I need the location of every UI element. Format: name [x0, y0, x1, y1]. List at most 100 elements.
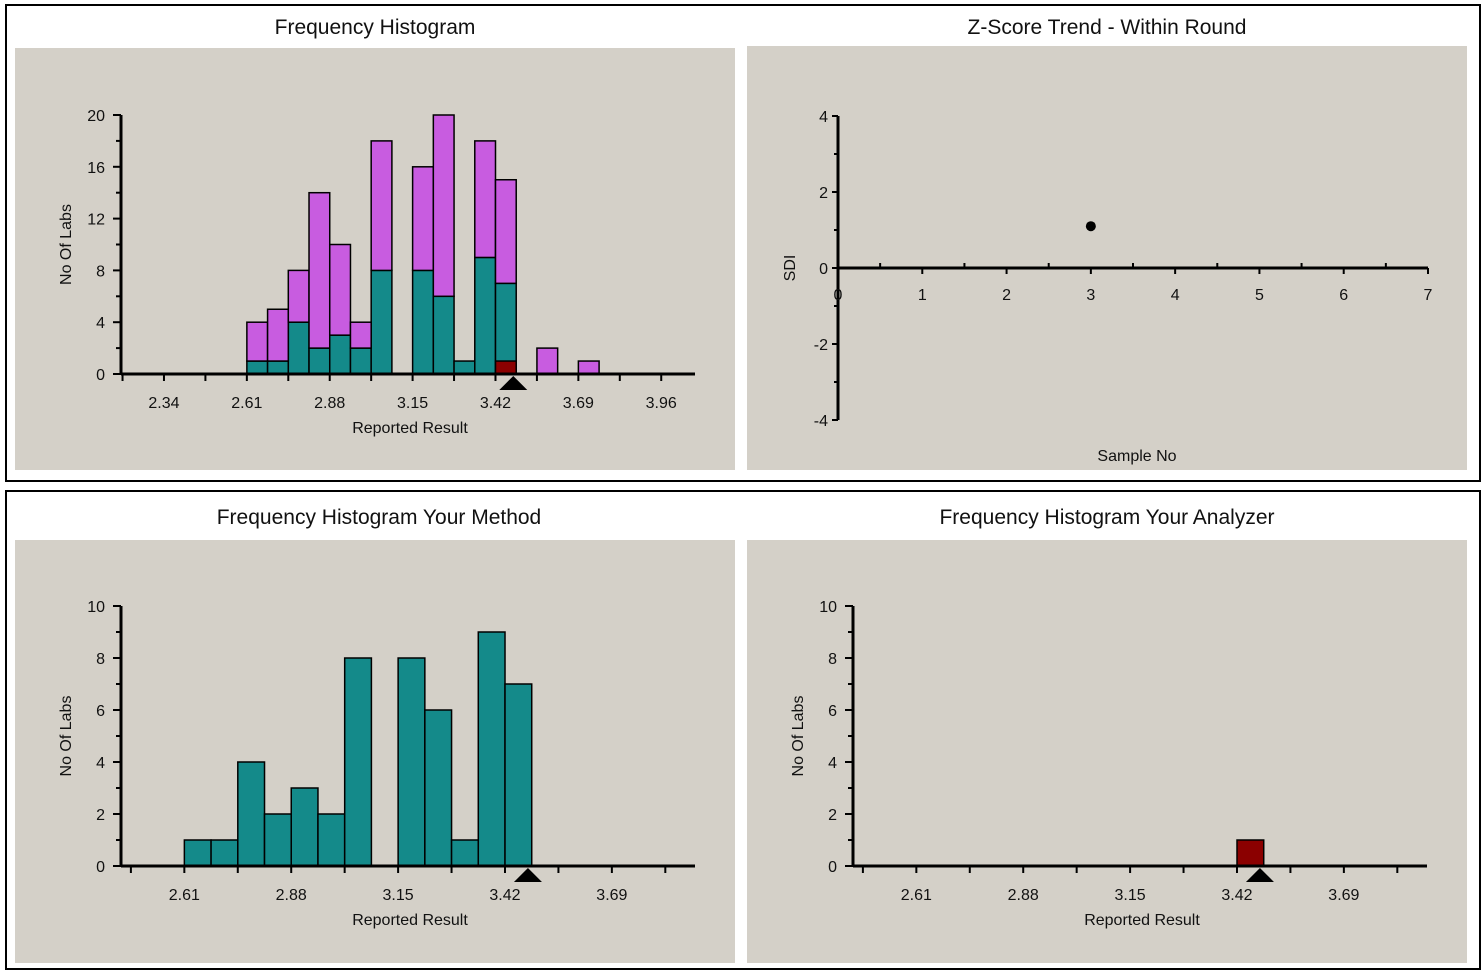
histogram-bar-other — [536, 347, 559, 375]
histogram-bar — [287, 321, 310, 375]
histogram-bar-other — [474, 140, 497, 259]
y-tick-label: 6 — [828, 703, 837, 720]
y-tick-label: 12 — [87, 212, 105, 229]
freq-hist-chart: 0 4 8 12 16 20 2.34 2.61 2.88 3.15 3.42 3.69 3.96 Rep… — [58, 108, 695, 437]
y-tick-label: 2 — [96, 807, 105, 824]
method-hist-title: Frequency Histogram Your Method — [216, 506, 542, 529]
method-hist-plot: 0 2 4 6 8 10 2.61 2.88 3.15 3.42 3.69 Reported Resu… — [15, 540, 735, 963]
histogram-bar — [477, 631, 506, 867]
x-tick-label: 7 — [1424, 287, 1433, 304]
histogram-bar-other — [577, 360, 600, 375]
x-tick-label: 2.88 — [276, 887, 307, 904]
x-tick-label: 2.34 — [148, 395, 179, 412]
x-tick-label: 6 — [1339, 287, 1348, 304]
histogram-bar — [450, 839, 480, 867]
x-tick-label: 1 — [918, 287, 927, 304]
y-tick-label: 8 — [828, 651, 837, 668]
x-tick-label: 5 — [1255, 287, 1264, 304]
x-tick-label: 2.88 — [314, 395, 345, 412]
histogram-bar-other — [349, 321, 372, 349]
x-tick-label: 3.69 — [563, 395, 594, 412]
histogram-bar — [237, 761, 266, 867]
x-axis-title: Reported Result — [352, 420, 468, 437]
y-tick-label: -2 — [814, 337, 828, 354]
x-tick-label: 3.69 — [596, 887, 627, 904]
x-tick-label: 3.15 — [397, 395, 428, 412]
x-tick-label: 2.88 — [1008, 887, 1039, 904]
y-tick-label: 0 — [828, 859, 837, 876]
histogram-bar — [370, 269, 393, 375]
histogram-bar-other — [370, 140, 393, 272]
y-axis-title: No Of Labs — [58, 204, 75, 285]
y-tick-label: 0 — [96, 859, 105, 876]
zscore-chart: -4 -2 0 2 4 0 1 2 3 4 5 6 7 Sample No SDI — [782, 109, 1433, 465]
histogram-bar — [424, 709, 453, 867]
analyzer-hist-title: Frequency Histogram Your Analyzer — [939, 506, 1275, 529]
histogram-bar — [453, 360, 476, 375]
histogram-bar — [183, 839, 212, 867]
histogram-bar — [343, 657, 373, 867]
histogram-bar — [397, 657, 426, 867]
y-axis-title: SDI — [782, 255, 799, 282]
y-tick-label: 16 — [87, 160, 105, 177]
y-axis-title: No Of Labs — [58, 696, 75, 777]
y-tick-label: 8 — [96, 263, 105, 280]
y-tick-label: 8 — [96, 651, 105, 668]
zscore-plot: -4 -2 0 2 4 0 1 2 3 4 5 6 7 Sample No SDI — [747, 46, 1467, 470]
freq-hist-title: Frequency Histogram — [274, 16, 476, 39]
x-tick-label: 2 — [1002, 287, 1011, 304]
analyzer-hist-plot: 0 2 4 6 8 10 2.61 2.88 3.15 3.42 3.69 Reported Resu… — [747, 540, 1467, 963]
top-panel-frame — [5, 4, 1481, 482]
y-tick-label: 2 — [819, 185, 828, 202]
y-tick-label: 4 — [828, 755, 837, 772]
x-axis-title: Reported Result — [1084, 912, 1200, 929]
histogram-bar — [1236, 839, 1265, 867]
y-tick-label: 10 — [87, 599, 105, 616]
y-tick-label: 4 — [96, 755, 105, 772]
histogram-bar — [246, 360, 269, 375]
analyzer-hist-chart: 0 2 4 6 8 10 2.61 2.88 3.15 3.42 3.69 Reported Resu… — [790, 599, 1427, 929]
your-result-marker — [1245, 868, 1274, 882]
zscore-title: Z-Score Trend - Within Round — [967, 16, 1247, 39]
histogram-bar — [210, 839, 239, 867]
x-tick-label: 2.61 — [231, 395, 262, 412]
histogram-bar — [263, 813, 292, 867]
histogram-bar-other — [287, 269, 310, 323]
y-tick-label: 6 — [96, 703, 105, 720]
histogram-bar-other — [328, 243, 352, 336]
y-axis-title: No Of Labs — [790, 696, 807, 777]
histogram-bar — [290, 787, 319, 867]
histogram-bar — [266, 360, 290, 375]
histogram-bar-other — [246, 321, 269, 362]
x-axis-title: Sample No — [1097, 448, 1176, 465]
method-hist-chart: 0 2 4 6 8 10 2.61 2.88 3.15 3.42 3.69 Reported Resu… — [58, 599, 695, 929]
histogram-bar — [349, 347, 372, 375]
zscore-point — [1085, 221, 1096, 232]
histogram-bar — [411, 269, 435, 375]
histogram-bar-other — [266, 308, 290, 362]
y-tick-label: 10 — [819, 599, 837, 616]
histogram-bar — [308, 347, 331, 375]
histogram-bar — [504, 683, 533, 867]
histogram-bar — [317, 813, 346, 867]
x-tick-label: 4 — [1171, 287, 1180, 304]
x-tick-label: 0 — [834, 287, 843, 304]
histogram-bar-other — [411, 166, 435, 272]
y-tick-label: 20 — [87, 108, 105, 125]
y-tick-label: 0 — [819, 261, 828, 278]
freq-hist-plot: 0 4 8 12 16 20 2.34 2.61 2.88 3.15 3.42 3.69 3.96 Rep… — [15, 48, 735, 470]
histogram-bar — [432, 295, 455, 375]
histogram-bar-other — [308, 191, 331, 349]
x-tick-label: 3.42 — [489, 887, 520, 904]
y-tick-label: 2 — [828, 807, 837, 824]
your-result-marker — [499, 376, 528, 390]
histogram-bar-other — [494, 179, 517, 285]
x-tick-label: 3.42 — [1221, 887, 1252, 904]
histogram-bar-other — [432, 114, 455, 298]
y-tick-label: 4 — [819, 109, 828, 126]
x-axis-title: Reported Result — [352, 912, 468, 929]
y-tick-label: 0 — [96, 367, 105, 384]
x-tick-label: 3.69 — [1328, 887, 1359, 904]
histogram-bar — [328, 334, 352, 375]
y-tick-label: 4 — [96, 315, 105, 332]
